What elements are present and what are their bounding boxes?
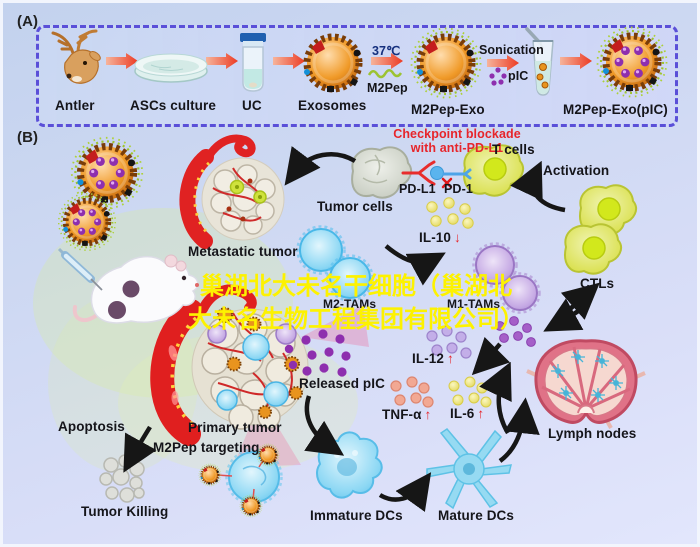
watermark-line2: 大未名生物工程集团有限公司） xyxy=(188,305,524,333)
label-t-cells: T cells xyxy=(492,142,535,157)
diagram-canvas xyxy=(33,26,668,518)
tumor-cell-graphic xyxy=(351,146,412,199)
annotation-pic: pIC xyxy=(508,69,529,83)
step-label-uc: UC xyxy=(242,98,262,113)
ctl-cells-graphic xyxy=(564,184,637,275)
flow-arrows xyxy=(123,145,600,512)
watermark-line1: 巢湖北大未名干细胞（巢湖北 xyxy=(200,272,512,300)
label-released-pic: Released pIC xyxy=(299,376,385,391)
label-lymph-nodes: Lymph nodes xyxy=(548,426,637,441)
pink-beams xyxy=(233,305,369,467)
mouse-graphic xyxy=(72,254,199,324)
m2pep-squiggle-icon xyxy=(367,69,403,79)
primary-tumor-graphic xyxy=(150,284,309,446)
label-m2pep-targeting: M2Pep targeting xyxy=(153,440,260,455)
label-tumor-cells: Tumor cells xyxy=(317,199,393,214)
label-tumor-killing: Tumor Killing xyxy=(81,504,169,519)
metastatic-tumor-graphic xyxy=(179,134,285,249)
checkpoint-blockade-line1: Checkpoint blockade xyxy=(393,127,521,141)
il12-dots xyxy=(426,325,472,359)
annotation-m2pep: M2Pep xyxy=(367,81,408,95)
step-label-m2pep-exo: M2Pep-Exo xyxy=(411,102,485,117)
petri-dish-icon xyxy=(134,53,208,83)
label-pd-l1: PD-L1 xyxy=(399,182,436,196)
label-m1-tams: M1-TAMs xyxy=(447,297,501,311)
label-m2-tams: M2-TAMs xyxy=(323,297,377,311)
sonication-tube-icon xyxy=(525,27,554,96)
tnf-dots xyxy=(390,376,434,408)
uc-tube-icon xyxy=(240,33,266,92)
checkpoint-blockade-line2: with anti-PD-L1 xyxy=(410,141,504,155)
step-label-m2pep-exo-pic: M2Pep-Exo(pIC) xyxy=(563,102,668,117)
mature-dc-graphic xyxy=(426,428,512,510)
step-label-exosomes: Exosomes xyxy=(298,98,367,113)
m2pep-exo-icon xyxy=(410,27,482,99)
pd-1-receptor-icon xyxy=(430,166,472,180)
blockade-x-icon xyxy=(441,177,453,189)
annotation-temperature: 37℃ xyxy=(372,44,401,58)
il6-up-arrow: ↑ xyxy=(477,406,485,421)
il10-dots xyxy=(426,197,474,229)
released-pic-dots xyxy=(284,329,351,377)
il12-up-arrow: ↑ xyxy=(447,351,454,366)
t-cell-graphic xyxy=(463,144,524,197)
antler-icon xyxy=(51,29,101,84)
tnf-up-arrow: ↑ xyxy=(424,407,432,422)
panel-a-graphics xyxy=(51,26,668,99)
label-tnf: TNF-α ↑ xyxy=(382,407,432,422)
label-mature-dcs: Mature DCs xyxy=(438,508,515,523)
m1-tam-cells-graphic xyxy=(472,242,541,314)
apoptotic-cell-graphic xyxy=(99,454,145,503)
label-il10: IL-10 ↓ xyxy=(419,230,461,245)
label-primary-tumor: Primary tumor xyxy=(188,420,282,435)
m2-tam-cells-graphic xyxy=(296,225,374,302)
label-pd-1: PD-1 xyxy=(444,182,473,196)
m2pep-targeting-graphic xyxy=(198,443,283,518)
step-label-ascs-culture: ASCs culture xyxy=(130,98,216,113)
lymph-node-graphic xyxy=(526,339,646,429)
pic-dots-icon xyxy=(489,67,507,86)
pd-l1-antibody-icon xyxy=(401,160,436,186)
step-label-antler: Antler xyxy=(55,98,95,113)
exosome-icon xyxy=(304,37,360,92)
label-apoptosis: Apoptosis xyxy=(58,419,125,434)
panel-b-label: (B) xyxy=(17,129,39,146)
label-il6: IL-6 ↑ xyxy=(450,406,485,421)
label-ctls: CTLs xyxy=(580,276,615,291)
label-metastatic-tumor: Metastatic tumor xyxy=(188,244,298,259)
panel-a-label: (A) xyxy=(17,13,39,30)
il10-down-arrow: ↓ xyxy=(454,230,461,245)
injected-exosome-particle xyxy=(70,136,144,210)
il6-dots xyxy=(448,376,492,408)
label-il12: IL-12 ↑ xyxy=(412,351,454,366)
label-activation: Activation xyxy=(543,163,610,178)
annotation-sonication: Sonication xyxy=(479,43,544,57)
label-immature-dcs: Immature DCs xyxy=(310,508,403,523)
syringe-icon xyxy=(57,247,103,291)
m2pep-exo-pic-icon xyxy=(596,26,668,98)
